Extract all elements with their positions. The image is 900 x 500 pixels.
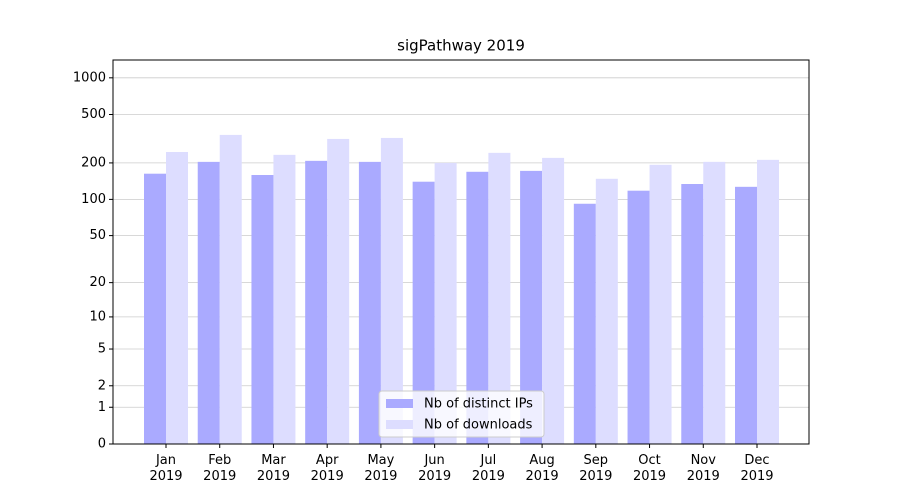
y-tick-label: 2: [98, 378, 106, 393]
bar: [144, 173, 166, 444]
bar: [488, 152, 511, 445]
y-tick-label: 10: [89, 309, 106, 324]
bar: [358, 161, 381, 444]
bar: [649, 164, 672, 445]
bar: [466, 171, 489, 444]
x-tick-label: Dec 2019: [740, 453, 774, 484]
bar: [542, 157, 565, 444]
y-tick-label: 20: [89, 275, 106, 290]
bar: [703, 161, 726, 444]
y-tick-label: 1000: [73, 70, 106, 85]
x-tick-label: Sep 2019: [579, 453, 613, 484]
x-tick-label: Oct 2019: [632, 453, 667, 484]
y-tick-label: 500: [81, 107, 106, 122]
legend-swatch: [386, 399, 413, 408]
bar: [595, 178, 618, 444]
bar: [520, 170, 543, 444]
y-tick-label: 200: [81, 155, 106, 170]
legend-swatch: [386, 420, 413, 429]
y-tick-label: 50: [89, 228, 106, 243]
bar: [757, 159, 779, 444]
x-tick-label: May 2019: [364, 453, 398, 484]
bar: [434, 162, 457, 444]
x-tick-label: Jul 2019: [471, 453, 505, 484]
bar: [251, 175, 274, 444]
bar: [327, 138, 350, 445]
x-tick-label: Nov 2019: [686, 453, 720, 484]
legend-box: [378, 390, 545, 438]
x-tick-label: Jun 2019: [418, 453, 452, 484]
x-tick-label: Aug 2019: [525, 453, 559, 484]
y-tick-label: 100: [81, 192, 106, 207]
chart-title: sigPathway 2019: [397, 37, 525, 55]
legend-label: Nb of distinct IPs: [424, 397, 533, 412]
x-tick-label: Mar 2019: [256, 453, 290, 484]
bar: [627, 190, 650, 444]
bar: [573, 203, 596, 444]
bar: [219, 134, 242, 444]
bar: [305, 160, 328, 444]
bar: [380, 137, 403, 445]
x-tick-label: Feb 2019: [203, 453, 237, 484]
bar: [412, 181, 435, 444]
plot-frame: [112, 59, 810, 445]
y-tick-label: 1: [98, 400, 106, 415]
y-tick-label: 0: [98, 437, 106, 452]
bar: [166, 151, 188, 445]
bar: [273, 154, 296, 444]
y-tick-label: 5: [98, 342, 106, 357]
bar: [197, 161, 220, 444]
bar: [735, 186, 757, 445]
bar: [681, 184, 704, 444]
x-tick-label: Jan 2019: [149, 453, 183, 484]
legend-label: Nb of downloads: [424, 418, 533, 433]
x-tick-label: Apr 2019: [310, 453, 344, 484]
